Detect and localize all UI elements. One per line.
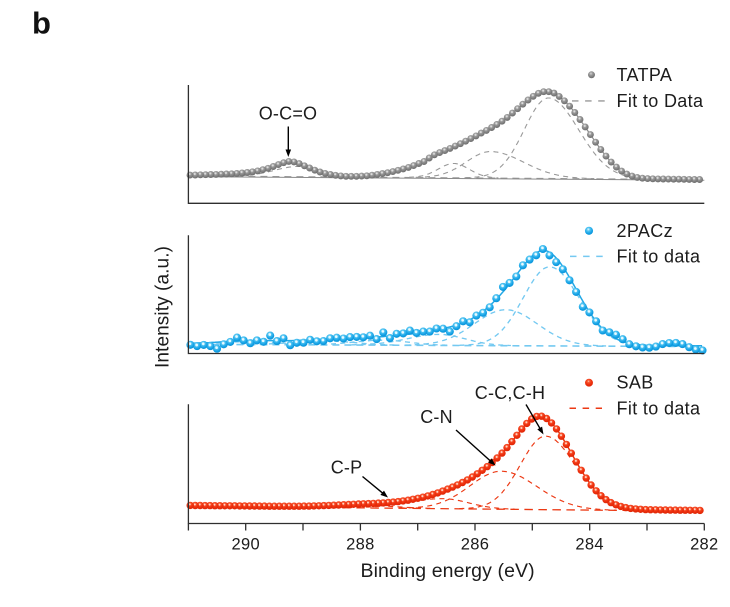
svg-text:Fit to data: Fit to data — [617, 246, 702, 266]
svg-text:TATPA: TATPA — [617, 65, 673, 85]
svg-text:C-C,C-H: C-C,C-H — [475, 383, 545, 403]
svg-text:Fit to data: Fit to data — [617, 398, 702, 418]
svg-text:SAB: SAB — [617, 373, 654, 393]
svg-text:Binding energy (eV): Binding energy (eV) — [360, 560, 534, 582]
svg-text:284: 284 — [575, 536, 603, 554]
svg-text:2PACz: 2PACz — [617, 221, 673, 241]
svg-text:290: 290 — [232, 536, 260, 554]
svg-text:Intensity (a.u.): Intensity (a.u.) — [153, 246, 174, 368]
svg-text:C-N: C-N — [420, 407, 453, 427]
svg-text:286: 286 — [461, 536, 489, 554]
svg-text:b: b — [32, 6, 51, 41]
svg-text:O-C=O: O-C=O — [259, 104, 318, 124]
svg-text:282: 282 — [690, 536, 718, 554]
svg-text:Fit to Data: Fit to Data — [617, 91, 705, 111]
svg-text:C-P: C-P — [331, 458, 363, 478]
svg-text:288: 288 — [346, 536, 374, 554]
